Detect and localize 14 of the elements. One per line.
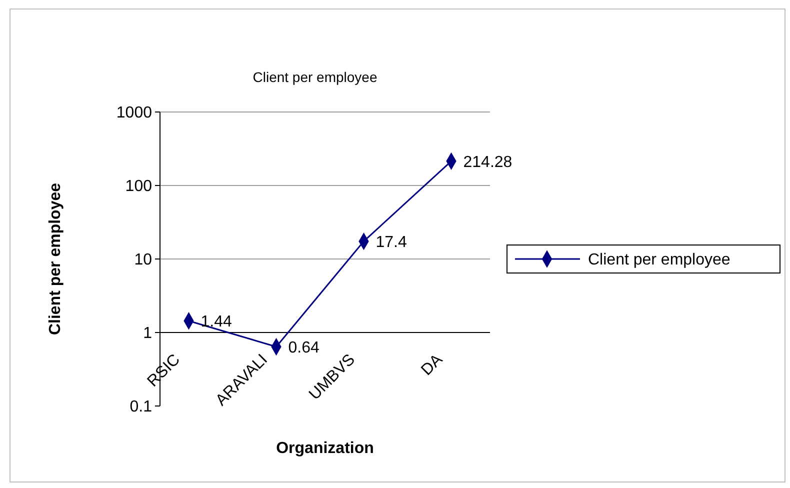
y-tick-label: 100 — [125, 178, 152, 196]
y-axis-title: Client per employee — [47, 182, 64, 336]
x-axis-title: Organization — [276, 440, 374, 457]
y-tick-label: 10 — [134, 252, 152, 269]
y-tick-label: 1 — [143, 325, 152, 342]
y-tick-label: 1000 — [116, 104, 152, 122]
y-tick-label: 0.1 — [130, 398, 152, 416]
data-label: 17.4 — [376, 234, 407, 251]
data-label: 0.64 — [288, 339, 320, 356]
x-tick-label: DA — [418, 351, 446, 379]
data-label: 214.28 — [463, 154, 512, 171]
data-label: 1.44 — [200, 313, 232, 330]
legend-label: Client per employee — [588, 252, 730, 269]
chart-title: Client per employee — [252, 69, 378, 85]
